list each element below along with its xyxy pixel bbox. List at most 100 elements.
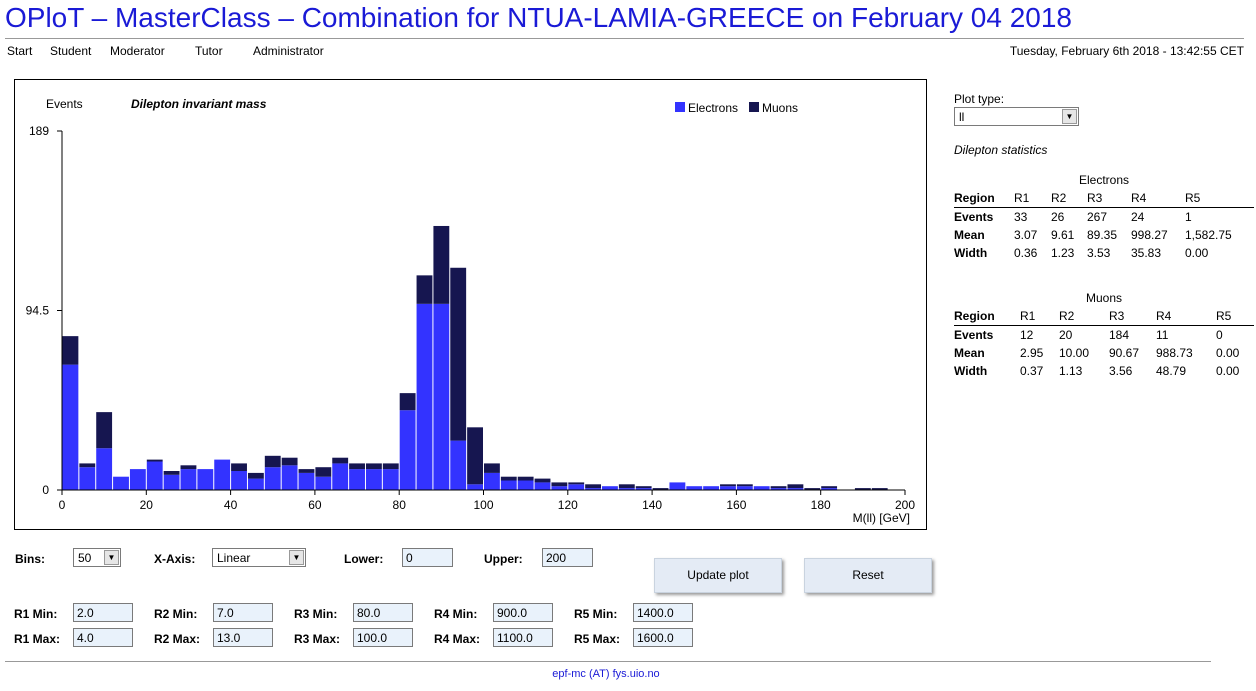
- electron-bar: [534, 482, 551, 490]
- electron-bar: [433, 303, 450, 490]
- table-cell: 1.23: [1051, 245, 1075, 260]
- electron-bar: [467, 484, 483, 490]
- muon-bar: [62, 336, 79, 365]
- electron-bar: [517, 480, 534, 490]
- y-axis-label: Events: [46, 97, 83, 111]
- histogram-bars: [62, 225, 888, 490]
- footer-divider: [5, 661, 1211, 662]
- electron-bar: [602, 486, 618, 490]
- r5-min-input[interactable]: 1400.0: [633, 603, 693, 622]
- plot-type-label: Plot type:: [954, 92, 1005, 106]
- muon-bar: [736, 484, 753, 487]
- muon-bar: [399, 393, 416, 411]
- r3-min-input[interactable]: 80.0: [353, 603, 413, 622]
- table-cell: 184: [1109, 327, 1130, 342]
- muon-bar: [551, 482, 568, 487]
- plot-type-value: ll: [959, 110, 965, 124]
- electron-bar: [720, 486, 736, 490]
- muon-bar: [180, 465, 197, 470]
- electron-bar: [247, 478, 264, 490]
- electron-bar: [484, 472, 500, 490]
- table-row: Events 12 20 184 11 0: [954, 326, 1254, 345]
- r1-max-label: R1 Max:: [14, 632, 61, 646]
- muon-bar: [79, 463, 96, 468]
- r2-max-input[interactable]: 13.0: [213, 628, 273, 647]
- table-header: R5: [1216, 307, 1254, 326]
- muon-bar: [264, 455, 281, 468]
- bins-select[interactable]: 50 ▼: [73, 548, 121, 567]
- electron-bar: [180, 469, 197, 490]
- electron-bar: [736, 486, 753, 490]
- electron-bar: [635, 488, 652, 490]
- muon-bar: [854, 488, 871, 490]
- r2-min-input[interactable]: 7.0: [213, 603, 273, 622]
- r5-min-label: R5 Min:: [574, 607, 618, 621]
- table-cell: 1,582.75: [1185, 227, 1232, 242]
- footer-contact[interactable]: epf-mc (AT) fys.uio.no: [552, 668, 660, 680]
- reset-button[interactable]: Reset: [804, 558, 932, 593]
- electron-bar: [349, 469, 365, 490]
- table-cell: 33: [1014, 209, 1028, 224]
- r5-max-input[interactable]: 1600.0: [633, 628, 693, 647]
- chevron-down-icon[interactable]: ▼: [289, 550, 304, 565]
- table-cell: 9.61: [1051, 227, 1075, 242]
- table-cell: 26: [1051, 209, 1065, 224]
- muon-bar: [821, 486, 838, 489]
- chevron-down-icon[interactable]: ▼: [104, 550, 119, 565]
- table-cell: 2.95: [1020, 345, 1044, 360]
- nav-moderator[interactable]: Moderator: [110, 44, 165, 58]
- nav-student[interactable]: Student: [50, 44, 92, 58]
- update-plot-button[interactable]: Update plot: [654, 558, 782, 593]
- r3-max-input[interactable]: 100.0: [353, 628, 413, 647]
- x-tick-label: 160: [726, 498, 746, 512]
- electrons-stats-table: Electrons Region R1 R2 R3 R4 R5 Events 3…: [954, 171, 1254, 262]
- muon-bar: [298, 469, 315, 473]
- histogram-chart: Events Dilepton invariant mass Electrons…: [26, 97, 916, 525]
- r1-max-input[interactable]: 4.0: [73, 628, 133, 647]
- lower-input[interactable]: 0: [402, 548, 453, 567]
- table-cell: 10.00: [1059, 345, 1090, 360]
- lower-label: Lower:: [344, 552, 384, 566]
- electron-bar: [669, 482, 686, 490]
- nav-tutor[interactable]: Tutor: [195, 44, 223, 58]
- muon-bar: [231, 463, 247, 472]
- table-header: Region: [954, 189, 1014, 208]
- muon-bar: [433, 225, 450, 304]
- muon-bar: [720, 484, 736, 487]
- row-label: Events: [954, 327, 994, 342]
- r2-min-label: R2 Min:: [154, 607, 198, 621]
- muon-bar: [618, 484, 635, 489]
- xaxis-select[interactable]: Linear ▼: [212, 548, 306, 567]
- table-cell: 90.67: [1109, 345, 1140, 360]
- table-cell: 20: [1059, 327, 1073, 342]
- r1-min-input[interactable]: 2.0: [73, 603, 133, 622]
- electron-bar: [146, 461, 163, 490]
- electron-bar: [96, 448, 113, 490]
- r2-max-label: R2 Max:: [154, 632, 201, 646]
- chevron-down-icon[interactable]: ▼: [1062, 109, 1077, 124]
- legend-swatch-electrons: [675, 102, 685, 112]
- upper-input[interactable]: 200: [542, 548, 593, 567]
- r4-min-input[interactable]: 900.0: [493, 603, 553, 622]
- table-header: R3: [1109, 307, 1156, 326]
- muon-bar: [517, 476, 534, 481]
- table-cell: 11: [1156, 327, 1169, 342]
- x-tick-label: 120: [558, 498, 578, 512]
- electron-bar: [365, 469, 382, 490]
- table-row: Mean 3.07 9.61 89.35 998.27 1,582.75: [954, 226, 1254, 244]
- electron-bar: [703, 486, 720, 490]
- muon-bar: [315, 467, 332, 477]
- muon-bar: [382, 463, 399, 470]
- x-axis-ticks: 0 20 40 60 80 100 120 140 160 180 200: [59, 490, 915, 512]
- plot-type-select[interactable]: ll ▼: [954, 107, 1079, 126]
- muon-bar: [484, 463, 500, 473]
- r5-max-label: R5 Max:: [574, 632, 621, 646]
- muon-bar: [163, 471, 180, 475]
- muon-bar: [635, 486, 652, 489]
- r4-max-input[interactable]: 1100.0: [493, 628, 553, 647]
- muon-bar: [770, 486, 787, 489]
- nav-administrator[interactable]: Administrator: [253, 44, 324, 58]
- muon-bar: [804, 488, 821, 490]
- nav-start[interactable]: Start: [7, 44, 33, 58]
- muon-bar: [365, 463, 382, 470]
